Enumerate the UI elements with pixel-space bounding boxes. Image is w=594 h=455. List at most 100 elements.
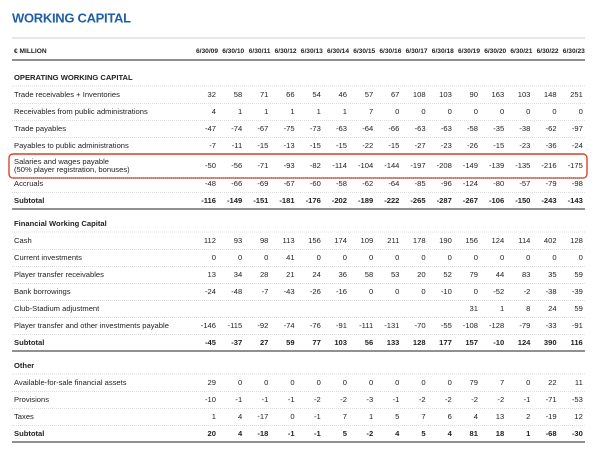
- cell-value: 0: [474, 287, 478, 296]
- cell-value: 46: [339, 90, 347, 99]
- cell-value: 0: [552, 253, 556, 262]
- cell-value: 11: [575, 378, 583, 387]
- cell-value: -80: [493, 179, 504, 188]
- column-date: 6/30/16: [379, 48, 401, 55]
- column-date: 6/30/11: [249, 48, 271, 55]
- column-date: 6/30/17: [406, 48, 428, 55]
- cell-value: 109: [361, 236, 374, 245]
- cell-value: 4: [238, 412, 242, 421]
- cell-value: 83: [522, 270, 530, 279]
- cell-value: 7: [421, 412, 425, 421]
- cell-value: -74: [284, 321, 295, 330]
- cell-value: 59: [286, 338, 294, 347]
- cell-value: 133: [387, 338, 400, 347]
- cell-value: -15: [388, 141, 399, 150]
- cell-value: 177: [439, 338, 452, 347]
- cell-value: 18: [496, 429, 504, 438]
- cell-value: 5: [343, 429, 348, 438]
- cell-value: -243: [541, 196, 556, 205]
- cell-value: 1: [290, 107, 294, 116]
- cell-value: -15: [336, 141, 347, 150]
- cell-value: 6: [448, 412, 452, 421]
- cell-value: -36: [546, 141, 557, 150]
- cell-value: -106: [489, 196, 504, 205]
- cell-value: 163: [492, 90, 505, 99]
- cell-value: -11: [232, 141, 242, 150]
- cell-value: -91: [572, 321, 583, 330]
- cell-value: 28: [260, 270, 268, 279]
- cell-value: 103: [334, 338, 347, 347]
- cell-value: -64: [362, 124, 373, 133]
- column-date: 6/30/21: [510, 48, 532, 55]
- section-title: Financial Working Capital: [14, 219, 107, 228]
- cell-value: -38: [546, 287, 557, 296]
- cell-value: -76: [310, 321, 321, 330]
- cell-value: 0: [526, 107, 530, 116]
- cell-value: -63: [415, 124, 426, 133]
- cell-value: 0: [579, 253, 583, 262]
- cell-value: 211: [387, 236, 399, 245]
- cell-value: -26: [310, 287, 321, 296]
- cell-value: -2: [419, 395, 426, 404]
- cell-value: 0: [290, 412, 294, 421]
- cell-value: -104: [358, 161, 373, 170]
- cell-value: -10: [493, 338, 504, 347]
- cell-value: 108: [413, 90, 426, 99]
- cell-value: -149: [227, 196, 242, 205]
- cell-value: -67: [284, 179, 295, 188]
- cell-value: -17: [257, 412, 268, 421]
- cell-value: -98: [572, 179, 583, 188]
- row-label: Available-for-sale financial assets: [14, 378, 127, 387]
- cell-value: 0: [526, 378, 530, 387]
- cell-value: 128: [570, 236, 583, 245]
- section-title: OPERATING WORKING CAPITAL: [14, 73, 133, 82]
- cell-value: -52: [493, 287, 504, 296]
- column-date: 6/30/18: [432, 48, 454, 55]
- cell-value: 67: [391, 90, 399, 99]
- cell-value: -67: [257, 124, 268, 133]
- cell-value: -108: [463, 321, 478, 330]
- cell-value: 0: [421, 253, 425, 262]
- cell-value: -22: [362, 141, 373, 150]
- cell-value: -73: [310, 124, 321, 133]
- cell-value: -149: [463, 161, 478, 170]
- cell-value: -56: [231, 161, 242, 170]
- cell-value: 98: [260, 236, 268, 245]
- cell-value: -19: [546, 412, 557, 421]
- cell-value: -66: [231, 179, 242, 188]
- cell-value: -115: [228, 321, 243, 330]
- cell-value: -45: [205, 338, 217, 347]
- cell-value: 56: [365, 338, 373, 347]
- cell-value: 0: [238, 378, 242, 387]
- row-label: Taxes: [14, 412, 34, 421]
- column-date: 6/30/14: [327, 48, 349, 55]
- row-label: Payables to public administrations: [14, 141, 129, 150]
- cell-value: 103: [439, 90, 452, 99]
- cell-value: 0: [264, 378, 268, 387]
- cell-value: 58: [365, 270, 373, 279]
- cell-value: 124: [492, 236, 505, 245]
- cell-value: -66: [388, 124, 399, 133]
- cell-value: -1: [314, 429, 322, 438]
- cell-value: 31: [470, 304, 478, 313]
- cell-value: 116: [571, 338, 583, 347]
- cell-value: -2: [366, 429, 373, 438]
- cell-value: 1: [317, 107, 321, 116]
- cell-value: 0: [395, 107, 399, 116]
- cell-value: 59: [574, 270, 582, 279]
- cell-value: 0: [369, 253, 373, 262]
- cell-value: 27: [260, 338, 268, 347]
- cell-value: -93: [284, 161, 295, 170]
- cell-value: -48: [205, 179, 216, 188]
- cell-value: -15: [493, 141, 504, 150]
- cell-value: 2: [526, 412, 530, 421]
- row-label: Accruals: [14, 179, 43, 188]
- cell-value: 0: [421, 378, 425, 387]
- cell-value: 4: [395, 429, 400, 438]
- cell-value: -75: [284, 124, 295, 133]
- row-label: Current investments: [14, 253, 82, 262]
- cell-value: -150: [515, 196, 530, 205]
- cell-value: -74: [231, 124, 242, 133]
- cell-value: 41: [286, 253, 294, 262]
